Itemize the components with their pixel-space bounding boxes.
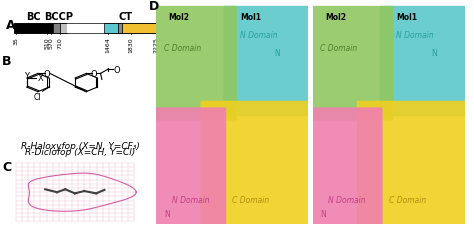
Text: O: O — [114, 65, 120, 75]
FancyBboxPatch shape — [155, 108, 226, 227]
Text: N Domain: N Domain — [396, 31, 434, 40]
FancyBboxPatch shape — [104, 24, 118, 33]
Text: N: N — [275, 49, 281, 57]
Text: Mol1: Mol1 — [396, 13, 417, 22]
Text: CT: CT — [118, 12, 132, 22]
Text: N Domain: N Domain — [172, 196, 209, 204]
Text: Cl: Cl — [34, 93, 41, 102]
Text: R-Diclofop (X=CH, Y=Cl): R-Diclofop (X=CH, Y=Cl) — [26, 148, 136, 157]
Text: 1830: 1830 — [128, 37, 134, 52]
Text: Mol2: Mol2 — [169, 13, 190, 22]
Text: C Domain: C Domain — [232, 196, 270, 204]
Text: 2225: 2225 — [154, 37, 159, 52]
FancyBboxPatch shape — [118, 24, 122, 33]
FancyBboxPatch shape — [67, 24, 104, 33]
Text: 510: 510 — [44, 37, 49, 48]
Text: N Domain: N Domain — [328, 196, 365, 204]
Text: C Domain: C Domain — [389, 196, 426, 204]
FancyBboxPatch shape — [311, 7, 393, 121]
Text: O: O — [43, 70, 50, 79]
Text: 570: 570 — [48, 37, 53, 48]
Text: B: B — [2, 55, 12, 68]
Text: N Domain: N Domain — [240, 31, 277, 40]
FancyBboxPatch shape — [122, 24, 156, 33]
Text: 1464: 1464 — [105, 37, 110, 52]
Text: BC: BC — [27, 12, 41, 22]
Text: Mol1: Mol1 — [240, 13, 261, 22]
FancyBboxPatch shape — [380, 7, 466, 117]
Text: Mol2: Mol2 — [325, 13, 346, 22]
Text: C Domain: C Domain — [164, 44, 201, 53]
Text: O: O — [90, 70, 97, 79]
Text: N: N — [164, 209, 170, 218]
FancyBboxPatch shape — [53, 24, 60, 33]
Text: D: D — [149, 0, 159, 13]
FancyBboxPatch shape — [201, 101, 310, 227]
Text: C Domain: C Domain — [320, 44, 358, 53]
FancyBboxPatch shape — [223, 7, 310, 117]
FancyBboxPatch shape — [311, 108, 383, 227]
FancyBboxPatch shape — [155, 7, 237, 121]
Text: 35: 35 — [14, 37, 19, 45]
Text: 710: 710 — [57, 37, 62, 48]
Text: X: X — [37, 74, 43, 83]
FancyBboxPatch shape — [60, 24, 67, 33]
Text: A: A — [6, 19, 15, 32]
FancyBboxPatch shape — [14, 24, 53, 33]
Text: Y: Y — [24, 72, 29, 81]
Text: C: C — [3, 160, 12, 173]
FancyBboxPatch shape — [357, 101, 466, 227]
Text: N: N — [431, 49, 437, 57]
Text: R-Haloxyfop (X=N, Y=CF₃): R-Haloxyfop (X=N, Y=CF₃) — [21, 141, 140, 150]
Text: N: N — [320, 209, 326, 218]
Text: BCCP: BCCP — [44, 12, 73, 22]
